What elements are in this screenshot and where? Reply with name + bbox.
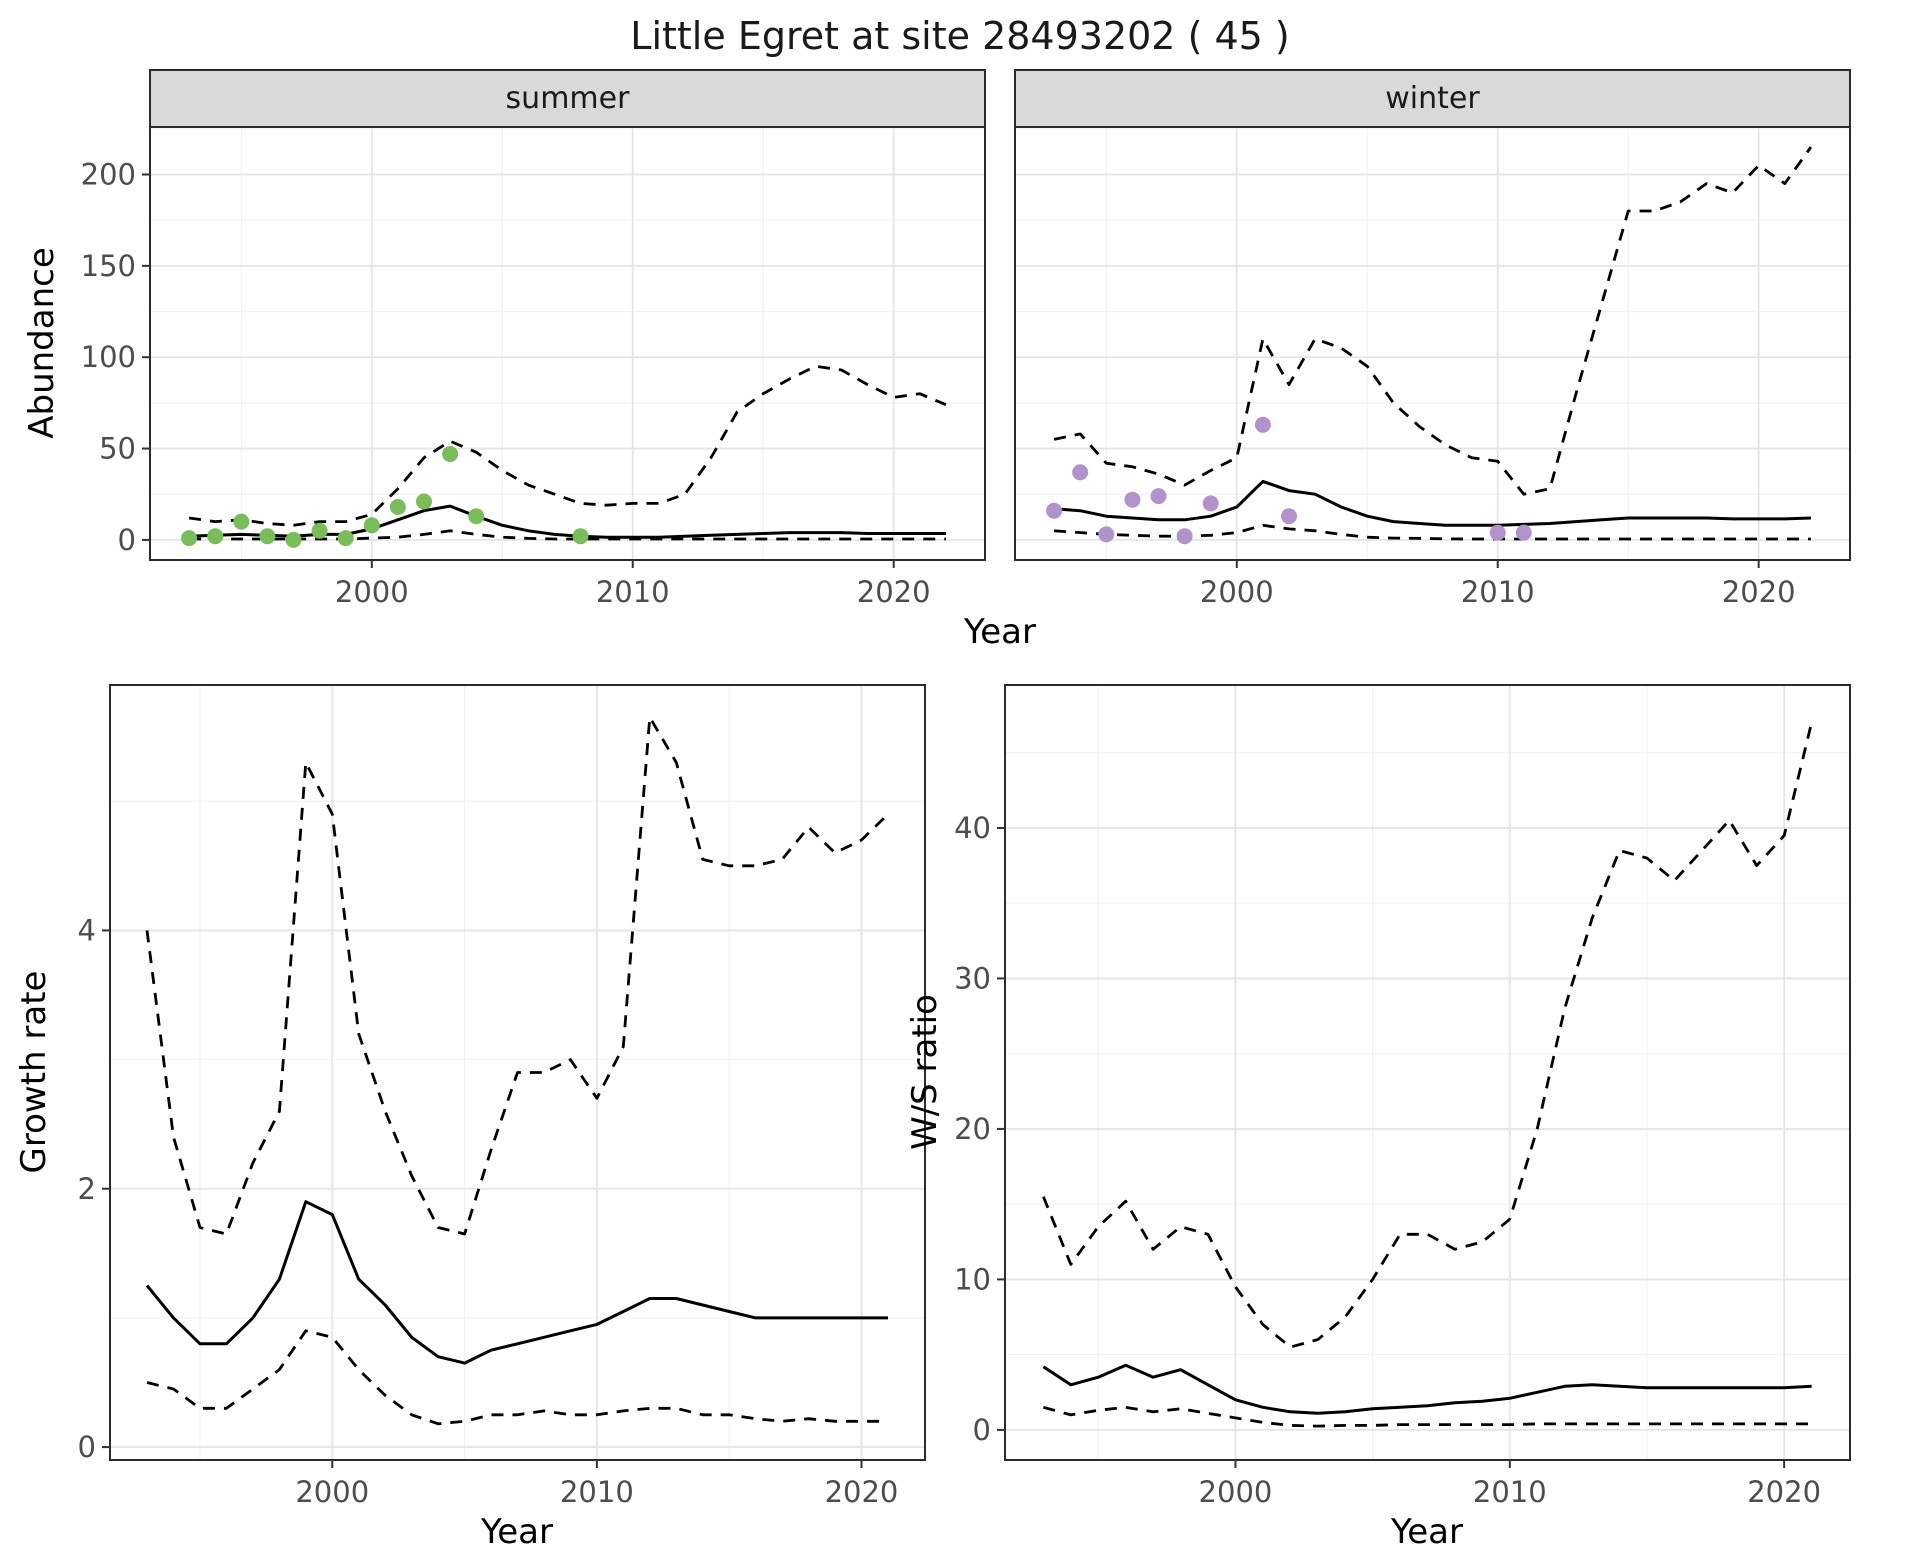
panel-border xyxy=(1014,126,1851,561)
y-tick-label: 150 xyxy=(81,249,136,283)
y-axis-label-ws-ratio: W/S ratio xyxy=(905,994,945,1150)
panel-border xyxy=(149,126,986,561)
facet-strip-background xyxy=(1014,69,1851,128)
observed-winter-point xyxy=(1098,526,1115,543)
chart-title: Little Egret at site 28493202 ( 45 ) xyxy=(630,14,1290,58)
observed-summer-point xyxy=(259,528,276,545)
x-axis-label-ws-ratio: Year xyxy=(1391,1512,1463,1552)
observed-winter-point xyxy=(1281,508,1297,525)
observed-summer-point xyxy=(572,528,589,545)
series-fit xyxy=(1053,479,1811,527)
series-lower-ci xyxy=(1043,1405,1812,1428)
observed-summer-point xyxy=(416,493,432,510)
y-axis-label-abundance: Abundance xyxy=(22,247,62,439)
series-upper-ci xyxy=(188,364,947,527)
y-tick-label: 0 xyxy=(78,1430,96,1464)
observed-summer-point xyxy=(181,530,198,547)
x-tick-label: 2000 xyxy=(1199,1475,1273,1509)
series-lower-ci xyxy=(189,529,946,541)
observed-winter-point xyxy=(1515,524,1532,541)
y-axis-label-growth-rate: Growth rate xyxy=(14,970,54,1174)
x-tick-label: 2010 xyxy=(1473,1475,1547,1509)
series-fit xyxy=(1042,1363,1812,1415)
observed-summer-point xyxy=(363,517,380,534)
series-upper-ci xyxy=(145,715,889,1236)
y-tick-label: 10 xyxy=(954,1262,991,1296)
x-tick-label: 2020 xyxy=(1722,575,1796,609)
x-tick-label: 2000 xyxy=(335,575,409,609)
y-tick-label: 40 xyxy=(954,811,991,845)
panel-background xyxy=(1015,127,1850,560)
series-upper-ci xyxy=(1042,722,1813,1349)
y-tick-label: 200 xyxy=(81,158,136,192)
facet-strip-background xyxy=(149,69,986,128)
observed-winter-point xyxy=(1124,491,1141,508)
observed-summer-point xyxy=(337,530,354,547)
facet-strip-winter: winter xyxy=(1385,81,1480,116)
observed-winter-point xyxy=(1176,528,1193,545)
panel-border xyxy=(109,684,926,1461)
y-tick-label: 50 xyxy=(99,432,136,466)
x-axis-label-top: Year xyxy=(964,612,1036,652)
observed-winter-point xyxy=(1202,495,1219,512)
y-tick-label: 0 xyxy=(118,523,136,557)
series-lower-ci xyxy=(146,1329,888,1426)
panel-border xyxy=(1004,684,1851,1461)
observed-summer-point xyxy=(207,528,224,545)
x-tick-label: 2010 xyxy=(560,1475,634,1509)
observed-summer-point xyxy=(389,499,406,515)
observed-winter-point xyxy=(1046,502,1063,519)
observed-winter-point xyxy=(1072,464,1089,481)
facet-strip-summer: summer xyxy=(505,81,630,116)
y-tick-label: 0 xyxy=(973,1413,991,1447)
x-tick-label: 2020 xyxy=(857,575,931,609)
x-tick-label: 2020 xyxy=(825,1475,899,1509)
observed-winter-point xyxy=(1254,416,1271,433)
y-tick-label: 100 xyxy=(81,340,136,374)
y-tick-label: 2 xyxy=(78,1172,96,1206)
observed-winter-point xyxy=(1150,488,1167,505)
x-tick-label: 2000 xyxy=(295,1475,369,1509)
observed-winter-point xyxy=(1489,524,1506,541)
x-tick-label: 2020 xyxy=(1747,1475,1821,1509)
observed-summer-point xyxy=(311,522,328,539)
panel-background xyxy=(1005,685,1850,1460)
x-tick-label: 2010 xyxy=(596,575,670,609)
y-tick-label: 4 xyxy=(78,913,96,947)
x-tick-label: 2000 xyxy=(1200,575,1274,609)
y-tick-label: 30 xyxy=(954,961,991,995)
y-tick-label: 20 xyxy=(954,1112,991,1146)
x-axis-label-growth-rate: Year xyxy=(481,1512,553,1552)
observed-summer-point xyxy=(233,513,250,530)
x-tick-label: 2010 xyxy=(1461,575,1535,609)
panel-background xyxy=(150,127,985,560)
observed-summer-point xyxy=(468,508,485,525)
observed-summer-point xyxy=(285,531,302,548)
series-upper-ci xyxy=(1053,146,1813,496)
series-fit xyxy=(145,1200,888,1365)
observed-summer-point xyxy=(442,446,459,462)
